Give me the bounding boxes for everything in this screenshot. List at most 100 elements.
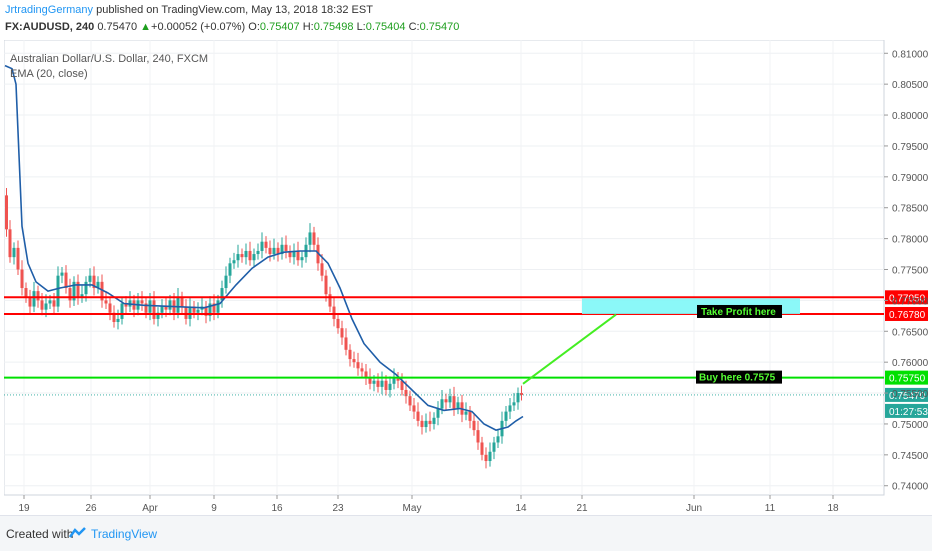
y-tick-label: 0.79500 <box>892 142 928 153</box>
candle-body <box>248 250 252 261</box>
axes: 0.81000 0.80500 0.80000 0.79500 0.79000 0.785… <box>18 49 928 514</box>
x-tick-label: 9 <box>211 503 217 514</box>
y-tick-label: 0.75500 <box>892 389 928 400</box>
candle-body <box>60 272 64 276</box>
candle-body <box>176 297 180 313</box>
level-price-box <box>885 290 928 305</box>
candle-body <box>72 281 76 301</box>
x-tick-label: 26 <box>85 503 97 514</box>
candle-body <box>164 306 168 310</box>
y-tick-label: 0.80000 <box>892 111 928 122</box>
candle-body <box>260 241 264 251</box>
candle-body <box>52 300 56 307</box>
candle-body <box>508 405 512 412</box>
tradingview-link[interactable]: TradingView <box>91 527 158 541</box>
take-profit-label-bg <box>697 304 782 318</box>
x-tick-label: 18 <box>827 503 839 514</box>
candle-body <box>348 349 352 360</box>
candle-body <box>376 380 380 387</box>
candle-body <box>392 377 396 384</box>
candle-body <box>40 300 44 310</box>
candle-body <box>24 288 28 298</box>
high-value: 0.75498 <box>313 21 354 33</box>
level-price-box <box>885 306 928 321</box>
candle-body <box>252 254 256 261</box>
candle-body <box>5 195 8 230</box>
chart-legend: Australian Dollar/U.S. Dollar, 240, FXCM… <box>10 52 208 82</box>
candle-body <box>416 411 420 421</box>
candle-body <box>96 281 100 289</box>
x-tick-label: May <box>403 503 422 514</box>
candle-body <box>64 272 68 289</box>
candle-body <box>288 250 292 258</box>
take-profit-label: Take Profit here <box>701 307 776 318</box>
candle-body <box>12 247 16 258</box>
candle-body <box>84 281 88 295</box>
open-value: 0.75407 <box>259 21 300 33</box>
low-value: 0.75404 <box>365 21 406 33</box>
candle-body <box>440 399 444 409</box>
candle-body <box>116 318 120 323</box>
candle-body <box>336 318 340 329</box>
ema-layer <box>4 64 524 431</box>
created-with-text: Created with <box>6 527 74 541</box>
candle-body <box>204 306 208 316</box>
candle-body <box>308 232 312 245</box>
candle-body <box>312 232 316 245</box>
candle-body <box>296 250 300 261</box>
candle-body <box>284 244 288 251</box>
close-label: C: <box>408 21 420 33</box>
y-tick-label: 0.81000 <box>892 49 928 60</box>
x-tick-label: 21 <box>576 503 588 514</box>
candle-body <box>276 247 280 255</box>
candle-body <box>396 377 400 381</box>
candle-body <box>240 254 244 258</box>
candle-body <box>448 396 452 403</box>
price-chart[interactable]: 0.77050 0.76780 0.75750 0.75470 01:27:53 Tak… <box>3 39 929 514</box>
change-arrow-icon: ▲ <box>140 21 152 33</box>
last-price-label: 0.75470 <box>889 391 926 402</box>
candle-body <box>124 303 128 307</box>
y-tick-label: 0.77500 <box>892 266 928 277</box>
candle-body <box>56 275 60 307</box>
candle-body <box>44 303 48 310</box>
header: JrtradingGermany published on TradingVie… <box>0 0 932 40</box>
candle-body <box>384 380 388 390</box>
candle-body <box>68 288 72 301</box>
candle-body <box>108 303 112 313</box>
chart-container[interactable]: 0.77050 0.76780 0.75750 0.75470 01:27:53 Tak… <box>3 39 929 514</box>
candle-body <box>224 275 228 289</box>
candle-body <box>232 260 236 264</box>
candle-body <box>352 359 356 363</box>
candle-body <box>216 300 220 313</box>
y-tick-label: 0.76000 <box>892 358 928 369</box>
candle-body <box>144 303 148 313</box>
ema-line <box>4 64 524 431</box>
x-tick-label: Jun <box>686 503 702 514</box>
candle-body <box>436 408 440 418</box>
tradingview-logo-icon <box>69 527 86 538</box>
symbol-line: FX:AUDUSD, 240 0.75470 ▲+0.00052 (+0.07%… <box>5 21 459 33</box>
candle-body <box>380 380 384 387</box>
level-price-label: 0.76780 <box>889 310 926 321</box>
candle-body <box>496 436 500 443</box>
low-label: L: <box>356 21 366 33</box>
candle-body <box>444 399 448 403</box>
candle-body <box>180 297 184 307</box>
candle-body <box>88 275 92 282</box>
candle-body <box>492 442 496 452</box>
candle-body <box>140 300 144 304</box>
open-label: O: <box>248 21 260 33</box>
x-tick-label: 23 <box>332 503 344 514</box>
price-change: +0.00052 (+0.07%) <box>151 21 246 33</box>
author-link[interactable]: JrtradingGermany <box>5 4 94 16</box>
candle-body <box>368 377 372 384</box>
countdown-label: 01:27:53 <box>889 407 928 418</box>
candle-body <box>272 247 276 255</box>
candle-body <box>76 281 80 298</box>
y-tick-label: 0.74500 <box>892 451 928 462</box>
candle-body <box>472 420 476 431</box>
high-label: H: <box>302 21 314 33</box>
y-tick-label: 0.80500 <box>892 80 928 91</box>
candle-body <box>160 306 164 313</box>
